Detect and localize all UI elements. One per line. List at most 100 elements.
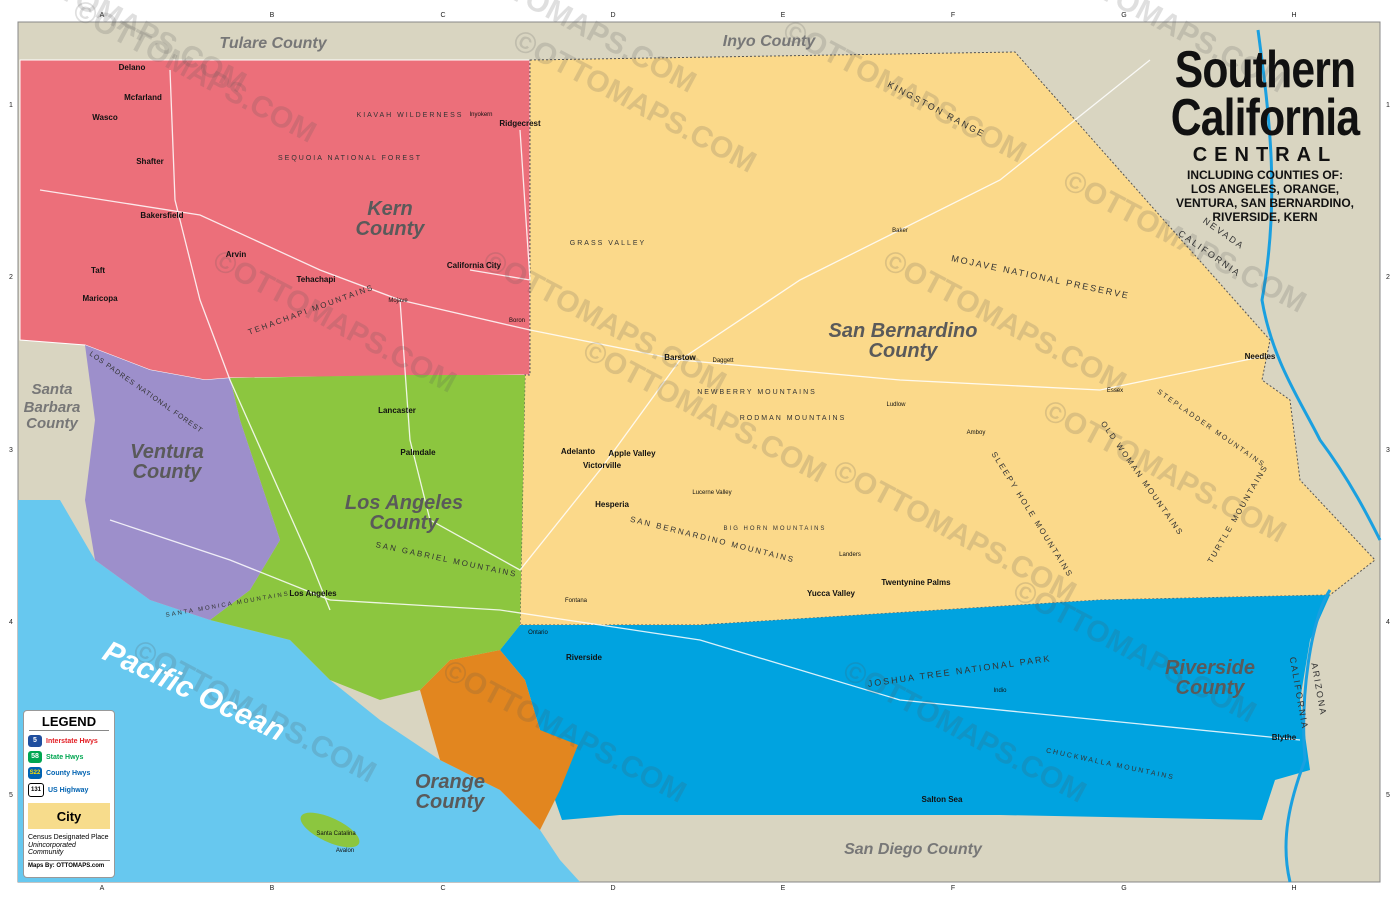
title-subtitle: CENTRAL <box>1192 144 1338 166</box>
title-line-1: Southern <box>1174 41 1356 99</box>
grid-column-label: C <box>440 885 445 892</box>
legend-cdp: Census Designated Place <box>28 834 109 841</box>
grid-column-label: D <box>610 885 615 892</box>
grid-row-label: 1 <box>9 102 13 109</box>
city-label: Yucca Valley <box>807 589 856 598</box>
santa-catalina-island <box>300 812 360 848</box>
title-including-4: RIVERSIDE, KERN <box>1212 210 1318 224</box>
grid-column-label: B <box>270 12 275 19</box>
title-including-2: LOS ANGELES, ORANGE, <box>1190 182 1340 196</box>
city-label: Bakersfield <box>140 211 183 220</box>
county-label: County <box>356 218 426 240</box>
city-label: Apple Valley <box>608 449 656 458</box>
city-label: Tehachapi <box>297 275 336 284</box>
grid-column-label: H <box>1291 885 1296 892</box>
grid-row-label: 3 <box>1386 447 1390 454</box>
city-label: Inyokern <box>469 112 492 118</box>
neighbor-county-label: Tulare County <box>219 35 327 52</box>
city-label: Landers <box>839 552 861 558</box>
grid-row-label: 2 <box>9 274 13 281</box>
title-including-3: VENTURA, SAN BERNARDINO, <box>1175 196 1354 210</box>
grid-row-label: 5 <box>1386 792 1390 799</box>
county-label: County <box>416 791 486 813</box>
city-label: Maricopa <box>82 294 118 303</box>
city-label: Mcfarland <box>124 93 162 102</box>
county-label: San Bernardino <box>829 320 978 342</box>
city-label: Lucerne Valley <box>692 490 731 496</box>
grid-row-label: 4 <box>1386 619 1390 626</box>
county-label: County <box>869 340 939 362</box>
city-label: Los Angeles <box>289 589 337 598</box>
neighbor-county-label: Santa <box>32 381 73 398</box>
county-label: County <box>1176 677 1246 699</box>
city-label: Arvin <box>226 250 247 259</box>
feature-label: KIAVAH WILDERNESS <box>357 112 464 119</box>
grid-column-label: H <box>1291 12 1296 19</box>
feature-label: NEWBERRY MOUNTAINS <box>697 389 817 396</box>
ventura-county-area[interactable] <box>85 345 280 620</box>
legend-label: County Hwys <box>46 769 91 777</box>
feature-label: GRASS VALLEY <box>570 240 646 247</box>
city-label: Lancaster <box>378 406 416 415</box>
county-shield-icon: S22 <box>28 767 42 779</box>
legend-county: S22 County Hwys <box>28 767 110 779</box>
us-shield-icon: 131 <box>28 783 44 797</box>
neighbor-county-label: County <box>26 415 78 432</box>
title-line-2: California <box>1170 89 1360 147</box>
legend: LEGEND 5 Interstate Hwys 58 State Hwys S22… <box>23 710 115 878</box>
legend-maps-by: Maps By: OTTOMAPS.com <box>28 860 110 869</box>
city-label: California City <box>447 261 502 270</box>
county-label: Ventura <box>130 441 204 463</box>
city-label: Palmdale <box>400 448 436 457</box>
state-shield-icon: 58 <box>28 751 42 763</box>
county-label: Riverside <box>1165 657 1255 679</box>
city-label: Avalon <box>336 848 354 854</box>
riverside-county-area[interactable] <box>500 595 1330 820</box>
city-label: Shafter <box>136 157 164 166</box>
highway-network <box>39 59 1301 741</box>
city-label: Ontario <box>528 630 548 636</box>
legend-us: 131 US Highway <box>28 783 110 797</box>
orange-county-area[interactable] <box>420 650 578 830</box>
city-label: Wasco <box>92 113 118 122</box>
city-label: Riverside <box>566 653 603 662</box>
city-label: Barstow <box>664 353 696 362</box>
interstate-shield-icon: 5 <box>28 735 42 747</box>
city-label: Salton Sea <box>922 795 963 804</box>
grid-column-label: G <box>1121 12 1126 19</box>
city-label: Adelanto <box>561 447 595 456</box>
grid-column-label: B <box>270 885 275 892</box>
neighbor-county-label: San Diego County <box>844 841 983 858</box>
city-label: Daggett <box>712 358 733 364</box>
grid-column-label: E <box>781 12 786 19</box>
city-label: Mojave <box>388 298 408 304</box>
city-label: Ludlow <box>886 402 906 408</box>
grid-column-label: E <box>781 885 786 892</box>
county-label: Kern <box>367 198 413 220</box>
title-including-1: INCLUDING COUNTIES OF: <box>1187 168 1343 182</box>
grid-column-label: A <box>100 12 105 19</box>
city-label: Victorville <box>583 461 622 470</box>
legend-label: State Hwys <box>46 753 84 761</box>
pacific-ocean-area <box>18 500 580 882</box>
city-label: Essex <box>1107 388 1123 394</box>
legend-unincorporated: Unincorporated Community <box>28 842 76 856</box>
city-label: Baker <box>892 228 908 234</box>
grid-row-label: 1 <box>1386 102 1390 109</box>
city-label: Taft <box>91 266 105 275</box>
grid-row-label: 3 <box>9 447 13 454</box>
san-bernardino-county-area[interactable] <box>519 51 1376 626</box>
grid-row-label: 5 <box>9 792 13 799</box>
los-angeles-county-area[interactable] <box>210 375 525 700</box>
grid-column-label: D <box>610 12 615 19</box>
city-label: Hesperia <box>595 500 629 509</box>
neighbor-county-label: Barbara <box>24 399 81 416</box>
grid-column-label: A <box>100 885 105 892</box>
city-label: Blythe <box>1272 733 1297 742</box>
grid-column-label: F <box>951 885 955 892</box>
county-label: County <box>370 512 440 534</box>
city-label: Ridgecrest <box>499 119 541 128</box>
neighbor-county-label: Inyo County <box>723 33 817 50</box>
legend-city: City <box>28 803 110 829</box>
